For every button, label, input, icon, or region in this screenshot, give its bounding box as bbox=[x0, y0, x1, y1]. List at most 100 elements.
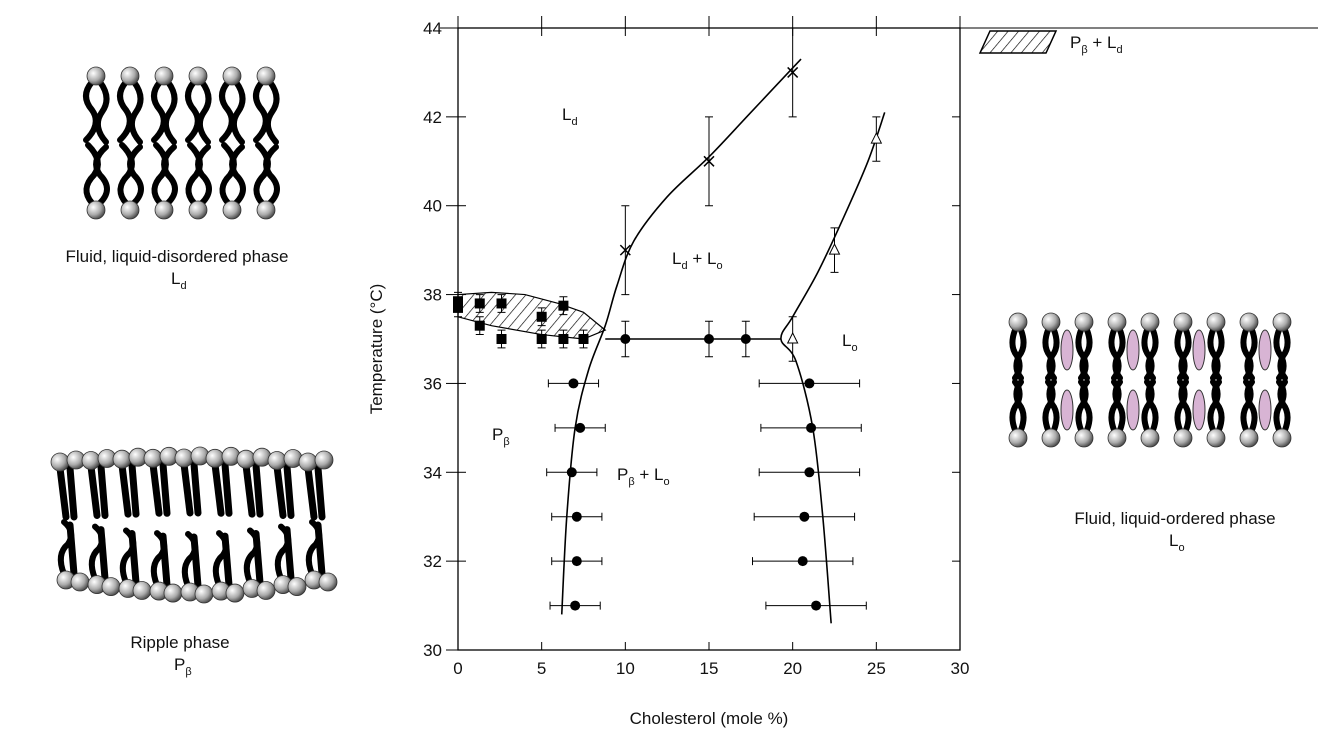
cholesterol bbox=[1126, 389, 1140, 431]
lipid-head bbox=[194, 584, 214, 604]
subscript: β bbox=[185, 666, 191, 678]
lipid-tail bbox=[1112, 379, 1126, 433]
label-part: P bbox=[174, 655, 185, 674]
lipid-tail bbox=[151, 142, 169, 206]
label-part: + L bbox=[688, 249, 717, 268]
lipid-head bbox=[314, 450, 334, 470]
point bbox=[558, 300, 569, 311]
point bbox=[474, 320, 485, 331]
lipid-head bbox=[1140, 312, 1160, 332]
lipid-tail bbox=[229, 144, 246, 206]
x-tick-label: 5 bbox=[537, 659, 546, 678]
plot: 30 32 34 36 38 40 42 44 0 5 10 15 20 25 30 Cholesterol … bbox=[367, 16, 1318, 728]
y-axis-label: Temperature (°C) bbox=[367, 284, 386, 415]
point bbox=[474, 298, 485, 309]
illustrations: Fluid, liquid-disordered phase Ld Ripple p… bbox=[50, 66, 1292, 678]
lipid-head bbox=[188, 200, 208, 220]
lipid-tail bbox=[97, 526, 109, 583]
subscript: o bbox=[851, 342, 857, 354]
lipid-tail bbox=[94, 79, 110, 145]
lipid-tail bbox=[117, 142, 135, 206]
lipid-tail bbox=[195, 144, 212, 206]
lipid-tail bbox=[66, 521, 78, 578]
lipid-head bbox=[86, 200, 106, 220]
label-part: P bbox=[492, 425, 503, 444]
label-part: L bbox=[672, 249, 681, 268]
lipid-head bbox=[1041, 428, 1061, 448]
lipid-tail bbox=[118, 461, 132, 518]
lipid-tail bbox=[97, 462, 109, 519]
lipid-tail bbox=[1079, 327, 1093, 381]
lipid-tail bbox=[283, 526, 295, 583]
lipid-head bbox=[112, 449, 132, 469]
subscript: d bbox=[571, 116, 577, 128]
lipid-tail bbox=[219, 142, 237, 206]
lipid-tail bbox=[1013, 327, 1027, 381]
lipid-tail bbox=[253, 79, 269, 143]
lipid-tail bbox=[159, 532, 171, 589]
point bbox=[571, 556, 582, 567]
lipid-head bbox=[1074, 428, 1094, 448]
lipid-head bbox=[222, 200, 242, 220]
x-axis-label: Cholesterol (mole %) bbox=[630, 709, 789, 728]
lipid-tail bbox=[162, 79, 178, 145]
cholesterol bbox=[1126, 329, 1140, 371]
point bbox=[806, 422, 817, 433]
subscript: β bbox=[503, 436, 509, 448]
subscript: β bbox=[628, 476, 634, 488]
lipid-head bbox=[267, 451, 287, 470]
lipid-head bbox=[81, 451, 101, 470]
lipid-tail bbox=[1211, 327, 1225, 381]
subscript: o bbox=[1178, 542, 1184, 554]
y-tick-label: 30 bbox=[423, 641, 442, 660]
point bbox=[799, 511, 810, 522]
lipid-tail bbox=[242, 461, 256, 518]
lipid-head bbox=[188, 66, 208, 86]
lipid-head bbox=[154, 66, 174, 86]
point bbox=[619, 244, 631, 256]
lipid-tail bbox=[211, 460, 225, 517]
lipid-tail bbox=[180, 460, 194, 517]
y-tick-label: 40 bbox=[423, 197, 442, 216]
caption-symbol: Pβ bbox=[174, 655, 192, 678]
lipid-head bbox=[163, 583, 183, 603]
point bbox=[566, 467, 577, 478]
lipid-head bbox=[287, 577, 307, 596]
label-part: + L bbox=[1088, 33, 1117, 52]
lipid-head bbox=[1008, 428, 1028, 448]
lipid-tail bbox=[252, 461, 264, 518]
lipid-tail bbox=[221, 532, 233, 589]
lipid-tail bbox=[314, 464, 326, 521]
lipid-tail bbox=[1277, 327, 1291, 381]
y-tick-label: 38 bbox=[423, 286, 442, 305]
lipid-tail bbox=[263, 144, 280, 206]
lipid-head bbox=[1239, 428, 1259, 448]
cholesterol bbox=[1258, 329, 1272, 371]
point bbox=[570, 600, 581, 611]
lipid-head bbox=[1041, 312, 1061, 332]
y-tick-label: 36 bbox=[423, 374, 442, 393]
point bbox=[740, 334, 751, 344]
lipid-head bbox=[143, 448, 163, 468]
lipid-head bbox=[120, 200, 140, 220]
label-part: L bbox=[171, 269, 180, 288]
lipid-tail bbox=[264, 79, 280, 145]
point bbox=[496, 334, 507, 344]
lipid-head bbox=[154, 200, 174, 220]
lipid-head bbox=[236, 449, 256, 469]
phase-boundary bbox=[560, 58, 802, 615]
point bbox=[786, 331, 799, 344]
legend-swatch bbox=[978, 30, 1058, 54]
lipid-tail bbox=[1013, 379, 1027, 433]
x-tick-label: 10 bbox=[616, 659, 635, 678]
x-tick-label: 30 bbox=[951, 659, 970, 678]
lipid-tail bbox=[66, 464, 78, 521]
lipid-tail bbox=[273, 462, 287, 519]
point bbox=[558, 334, 569, 344]
lipid-tail bbox=[1277, 379, 1291, 433]
x-tick-label: 20 bbox=[783, 659, 802, 678]
lipid-head bbox=[70, 572, 90, 592]
lipid-tail bbox=[304, 464, 318, 521]
lipid-tail bbox=[128, 79, 144, 145]
lipid-tail bbox=[219, 79, 235, 143]
